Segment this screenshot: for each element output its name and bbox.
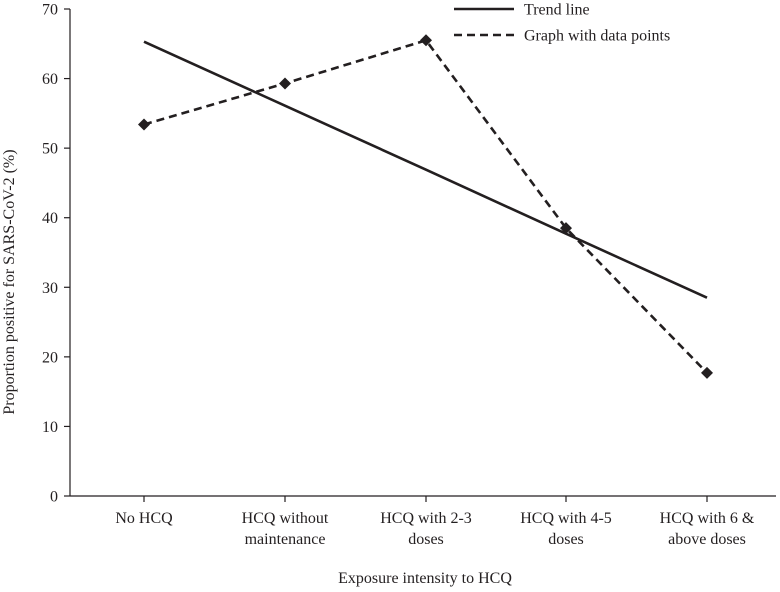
series-group (138, 34, 713, 379)
y-tick-label: 50 (42, 141, 58, 158)
legend-label: Trend line (524, 2, 590, 19)
y-axis-ticks: 0 10 20 30 40 50 60 70 (42, 2, 70, 506)
x-tick-label: No HCQ (115, 510, 173, 527)
x-axis-ticks: No HCQ HCQ without maintenance HCQ with 2-3… (115, 496, 755, 548)
y-tick-label: 0 (50, 489, 58, 506)
x-tick-label: doses (548, 531, 584, 548)
x-axis-label: Exposure intensity to HCQ (338, 570, 512, 587)
series-line-graph-with-data-points (143, 39, 708, 374)
data-point-marker (279, 77, 291, 90)
y-tick-label: 10 (42, 419, 58, 436)
y-tick-label: 60 (42, 71, 58, 88)
x-tick-label: HCQ with 4-5 (520, 510, 612, 527)
legend-label: Graph with data points (524, 28, 670, 45)
x-tick-label: doses (408, 531, 444, 548)
y-tick-label: 70 (42, 2, 58, 19)
data-point-marker (560, 222, 572, 235)
x-tick-label: maintenance (245, 531, 326, 548)
x-tick-label: HCQ with 6 & (660, 510, 755, 527)
data-point-marker (701, 366, 713, 379)
axes (69, 9, 776, 497)
data-point-marker (138, 118, 150, 131)
y-tick-label: 40 (42, 210, 58, 227)
y-axis-label: Proportion positive for SARS-CoV-2 (%) (1, 149, 18, 414)
x-tick-label: HCQ with 2-3 (380, 510, 472, 527)
legend: Trend line Graph with data points (454, 2, 670, 45)
y-tick-label: 30 (42, 280, 58, 297)
series-line-trend-line (143, 40, 708, 299)
x-tick-label: HCQ without (242, 510, 329, 527)
data-point-marker (420, 34, 432, 47)
y-tick-label: 20 (42, 349, 58, 366)
x-tick-label: above doses (668, 531, 746, 548)
